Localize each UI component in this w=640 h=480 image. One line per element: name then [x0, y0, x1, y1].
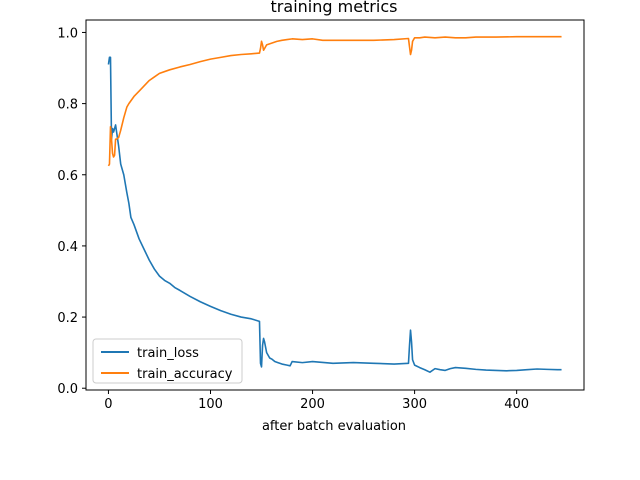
legend-label-train_accuracy: train_accuracy: [137, 367, 233, 382]
axes-frame: [85, 19, 585, 391]
y-tick-label: 0.6: [57, 169, 78, 184]
x-axis-label: after batch evaluation: [262, 419, 406, 434]
x-tick-label: 100: [198, 397, 223, 412]
legend: train_loss train_accuracy: [92, 338, 243, 384]
series-line-train_loss: [107, 56, 562, 374]
legend-box: [92, 338, 243, 384]
y-tick-label: 0.4: [57, 240, 78, 255]
x-tick-label: 200: [300, 397, 325, 412]
y-tick-label: 0.0: [57, 382, 78, 397]
x-tick-label: 300: [402, 397, 427, 412]
x-axis: 0 100 200 300 400: [104, 390, 529, 412]
y-tick-label: 1.0: [57, 26, 78, 41]
y-axis: 0.0 0.2 0.4 0.6 0.8 1.0: [57, 26, 86, 397]
series-layer: [107, 35, 562, 374]
chart-title: training metrics: [271, 0, 398, 16]
x-tick-label: 400: [504, 397, 529, 412]
series-line-train_accuracy: [107, 35, 562, 167]
y-tick-label: 0.2: [57, 311, 78, 326]
legend-label-train_loss: train_loss: [137, 346, 199, 361]
y-tick-label: 0.8: [57, 98, 78, 113]
x-tick-label: 0: [104, 397, 112, 412]
